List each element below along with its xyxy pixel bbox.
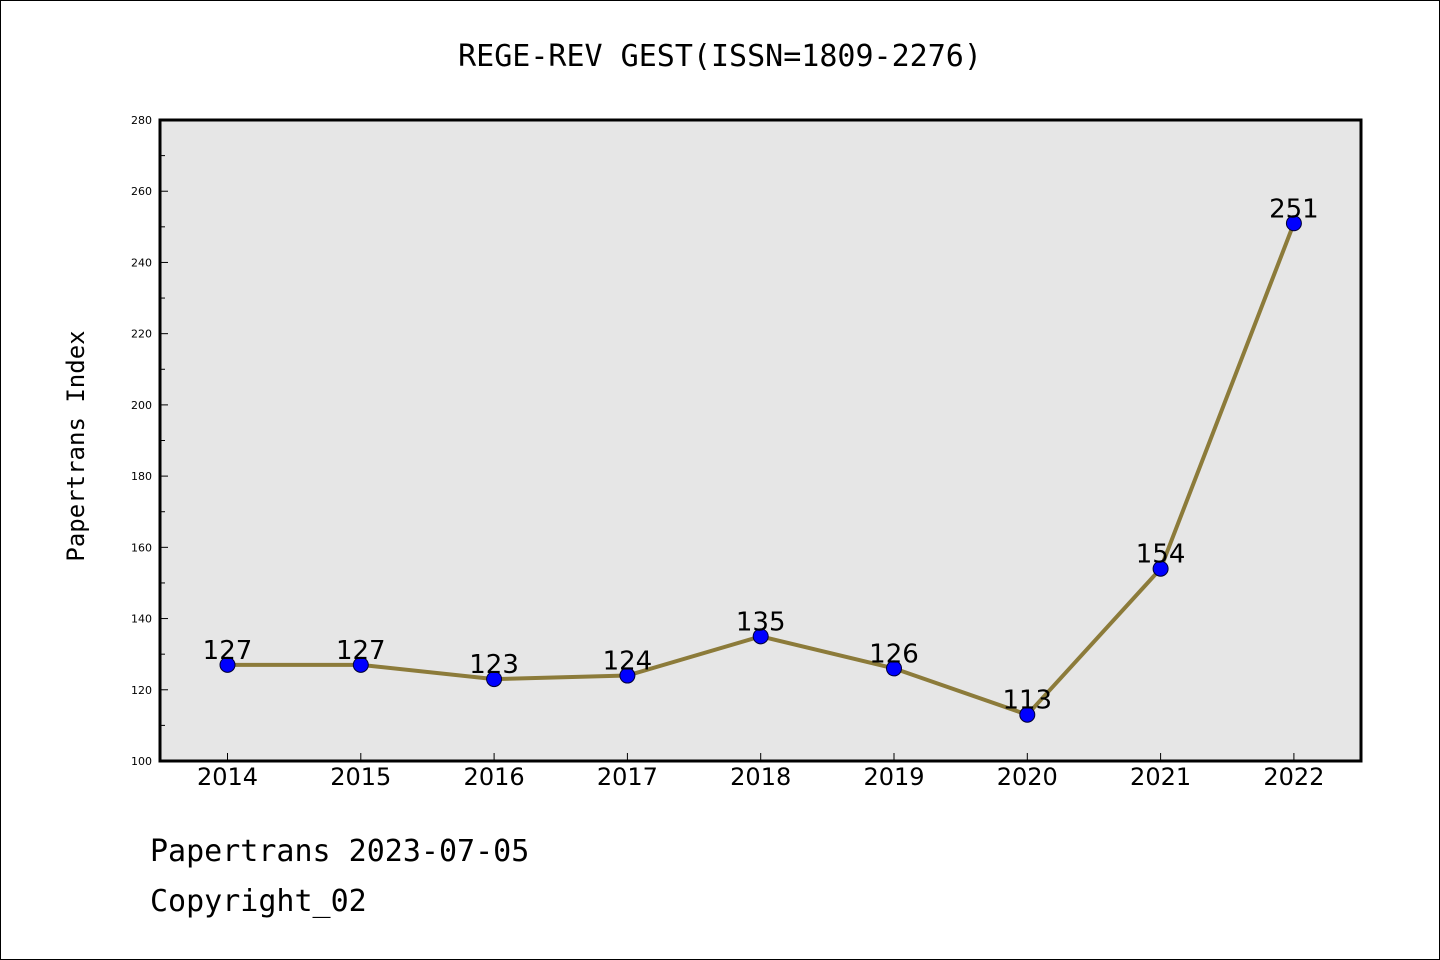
data-label: 154 — [1136, 540, 1186, 570]
data-point — [1019, 706, 1036, 723]
data-label: 124 — [603, 647, 653, 677]
y-axis: 100 120 140 160 180 200 220 240 260 280 — [131, 114, 168, 768]
y-tick-label: 280 — [131, 114, 152, 127]
footer-copyright: Copyright_02 — [150, 884, 367, 919]
y-tick-label: 260 — [131, 185, 152, 198]
y-tick-label: 220 — [131, 328, 152, 341]
data-point — [486, 671, 503, 688]
data-point — [219, 656, 236, 673]
data-point — [352, 656, 369, 673]
plot-border — [158, 118, 1363, 763]
data-label: 127 — [203, 636, 253, 666]
y-tick-label: 160 — [131, 541, 152, 554]
y-tick-label: 240 — [131, 256, 152, 269]
data-label: 113 — [1002, 686, 1052, 716]
data-point — [1152, 560, 1169, 577]
x-tick-label: 2021 — [1130, 763, 1191, 791]
x-tick-label: 2015 — [330, 763, 391, 791]
data-label: 123 — [469, 650, 519, 680]
y-tick-label: 140 — [131, 613, 152, 626]
y-tick-label: 180 — [131, 470, 152, 483]
x-tick-label: 2022 — [1263, 763, 1324, 791]
data-label: 135 — [736, 607, 786, 637]
data-label: 127 — [336, 636, 386, 666]
data-point — [619, 667, 636, 684]
x-tick-label: 2019 — [863, 763, 924, 791]
x-axis: 2014 2015 2016 2017 2018 2019 2020 2021 2022 — [197, 753, 1324, 791]
y-tick-label: 100 — [131, 755, 152, 768]
y-tick-label: 120 — [131, 684, 152, 697]
y-axis-label: Papertrans Index — [62, 330, 90, 561]
data-point — [886, 660, 902, 677]
x-tick-label: 2020 — [997, 763, 1058, 791]
x-tick-label: 2014 — [197, 763, 258, 791]
plot-area — [160, 120, 1361, 761]
data-points — [219, 215, 1302, 723]
x-tick-label: 2016 — [464, 763, 525, 791]
data-labels: 127 127 123 124 135 126 113 154 251 — [203, 194, 1319, 715]
x-tick-label: 2018 — [730, 763, 791, 791]
y-tick-label: 200 — [131, 399, 152, 412]
x-tick-label: 2017 — [597, 763, 658, 791]
data-point — [752, 628, 769, 645]
footer-date-line: Papertrans 2023-07-05 — [150, 834, 530, 869]
chart-title: REGE-REV GEST(ISSN=1809-2276) — [458, 39, 982, 74]
data-point — [1285, 215, 1302, 232]
data-label: 126 — [869, 639, 919, 669]
data-label: 251 — [1269, 194, 1319, 224]
